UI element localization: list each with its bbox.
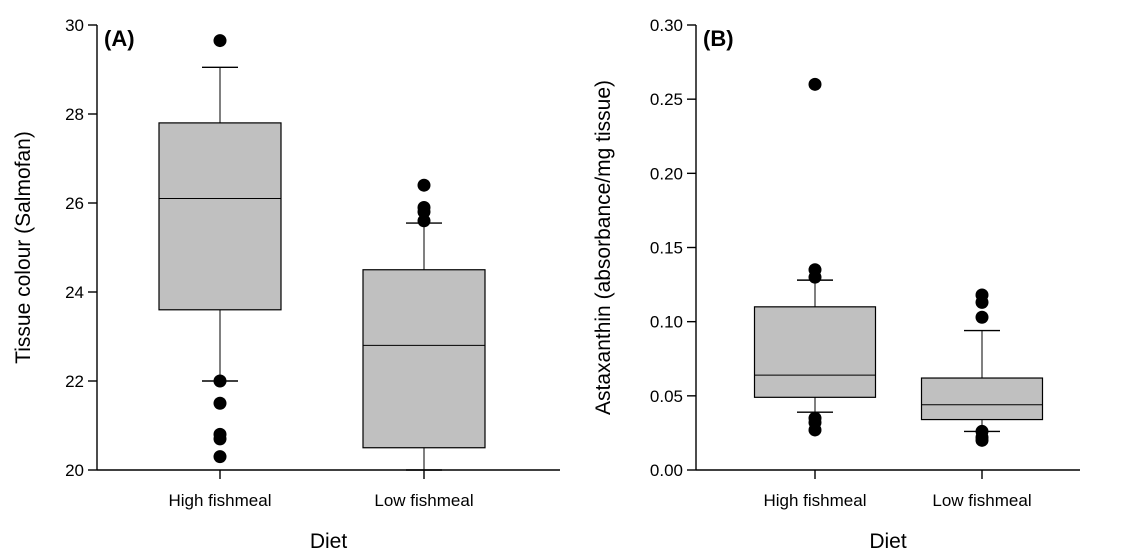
x-axis-title: Diet [869, 530, 907, 553]
y-tick-label: 30 [65, 16, 84, 35]
y-tick-label: 0.05 [650, 387, 683, 406]
box-iqr [362, 269, 486, 449]
box-iqr [158, 122, 282, 311]
outlier-point [808, 77, 822, 91]
box-low-fishmeal [362, 178, 486, 471]
y-tick-label: 0.15 [650, 239, 683, 258]
outlier-point [213, 34, 227, 48]
y-tick-label: 20 [65, 461, 84, 480]
outlier-point [417, 205, 431, 219]
y-axis-title: Tissue colour (Salmofan) [12, 131, 35, 364]
y-tick-label: 22 [65, 372, 84, 391]
panel-a: 20 22 24 26 28 30 High fishmeal Low fishmeal Tis… [12, 16, 560, 553]
outlier-point [808, 423, 822, 437]
x-tick-label: Low fishmeal [932, 491, 1031, 510]
outlier-point [417, 178, 431, 192]
outlier-point [213, 450, 227, 464]
box-iqr [753, 306, 877, 398]
x-axis-title: Diet [310, 530, 348, 553]
panel-label: (A) [104, 26, 135, 51]
outlier-point [975, 295, 989, 309]
y-tick-label: 28 [65, 105, 84, 124]
y-tick-label: 0.00 [650, 461, 683, 480]
outlier-point [975, 433, 989, 447]
outlier-point [213, 374, 227, 388]
outlier-point [213, 396, 227, 410]
outlier-point [417, 214, 431, 228]
box-high-fishmeal [753, 77, 877, 437]
outlier-point [213, 432, 227, 446]
x-tick-label: Low fishmeal [374, 491, 473, 510]
x-tick-label: High fishmeal [764, 491, 867, 510]
outlier-point [808, 270, 822, 284]
box-low-fishmeal [920, 288, 1044, 447]
y-tick-label: 0.25 [650, 90, 683, 109]
y-axis-title: Astaxanthin (absorbance/mg tissue) [592, 80, 615, 415]
y-tick-label: 0.20 [650, 164, 683, 183]
panel-b: 0.00 0.05 0.10 0.15 0.20 0.25 0.30 High fishmea… [592, 16, 1080, 553]
y-tick-label: 26 [65, 194, 84, 213]
y-tick-label: 0.30 [650, 16, 683, 35]
panel-label: (B) [703, 26, 734, 51]
outlier-point [975, 310, 989, 324]
box-high-fishmeal [158, 34, 282, 464]
box-iqr [920, 377, 1044, 421]
y-tick-label: 0.10 [650, 313, 683, 332]
y-tick-label: 24 [65, 283, 84, 302]
x-tick-label: High fishmeal [169, 491, 272, 510]
